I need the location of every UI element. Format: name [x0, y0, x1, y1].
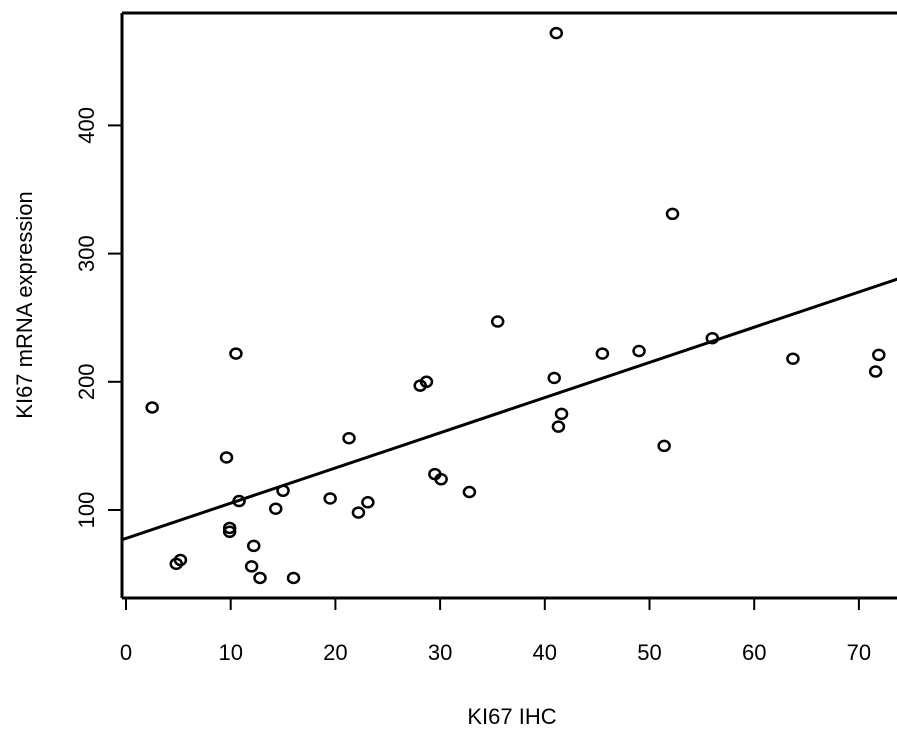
data-point — [244, 560, 259, 573]
data-point — [246, 539, 261, 553]
data-point — [434, 472, 448, 486]
regression-line — [120, 277, 897, 542]
plot-frame — [120, 11, 897, 600]
x-tick-label: 30 — [428, 640, 452, 665]
y-tick-label: 200 — [74, 363, 99, 400]
x-tick-label: 0 — [120, 640, 132, 665]
data-point — [253, 571, 267, 585]
data-point — [868, 365, 883, 378]
data-point — [173, 553, 188, 567]
data-point — [351, 506, 366, 519]
y-tick-label: 100 — [74, 492, 99, 529]
data-point — [554, 407, 569, 421]
data-point — [665, 207, 680, 221]
data-point — [145, 401, 159, 414]
data-point — [419, 375, 434, 389]
data-point — [657, 439, 671, 453]
data-point — [323, 492, 337, 505]
data-point — [268, 502, 283, 515]
data-point — [462, 485, 477, 499]
x-axis-title: KI67 IHC — [467, 704, 556, 729]
data-point — [490, 315, 505, 328]
data-points — [145, 26, 886, 585]
y-tick-label: 300 — [74, 235, 99, 272]
data-point — [786, 352, 800, 365]
data-point — [361, 496, 375, 509]
data-point — [551, 420, 566, 433]
x-tick-label: 50 — [637, 640, 661, 665]
data-point — [595, 347, 610, 360]
y-axis: 100 200 300 400 — [74, 107, 122, 528]
data-point — [229, 347, 243, 360]
data-point — [549, 26, 564, 40]
x-tick-label: 20 — [323, 640, 347, 665]
y-axis-title: KI67 mRNA expression — [12, 191, 37, 418]
data-point — [547, 371, 561, 385]
data-point — [342, 431, 356, 445]
data-point — [872, 348, 886, 362]
data-point — [222, 521, 237, 535]
data-point — [286, 571, 301, 585]
x-tick-label: 10 — [218, 640, 242, 665]
x-tick-label: 70 — [847, 640, 871, 665]
x-tick-label: 60 — [742, 640, 766, 665]
data-point — [632, 344, 646, 358]
x-tick-label: 40 — [533, 640, 557, 665]
data-point — [219, 451, 234, 464]
x-axis: 0 10 20 30 40 50 60 70 — [120, 598, 871, 665]
data-point — [222, 525, 237, 539]
y-tick-label: 400 — [74, 107, 99, 144]
